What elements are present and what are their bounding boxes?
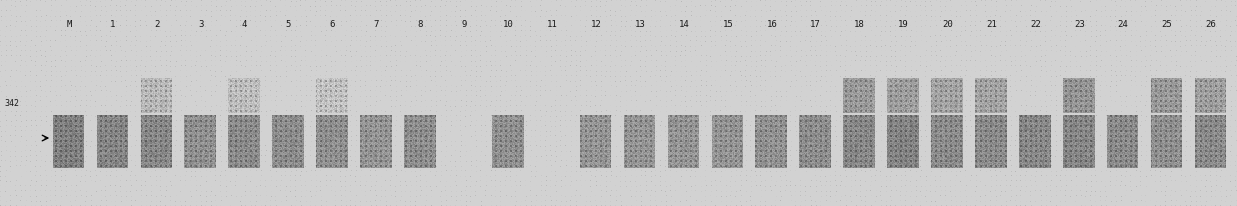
Text: 23: 23 [1074, 20, 1085, 29]
Text: 15: 15 [722, 20, 734, 29]
Text: 20: 20 [943, 20, 952, 29]
Text: 11: 11 [547, 20, 558, 29]
Text: 19: 19 [898, 20, 909, 29]
Text: 12: 12 [591, 20, 601, 29]
Text: 18: 18 [855, 20, 865, 29]
Text: 7: 7 [374, 20, 379, 29]
Text: 6: 6 [330, 20, 335, 29]
Text: 24: 24 [1118, 20, 1128, 29]
Text: 16: 16 [767, 20, 777, 29]
Text: 9: 9 [461, 20, 468, 29]
Text: 4: 4 [242, 20, 247, 29]
Text: 3: 3 [198, 20, 203, 29]
Text: 22: 22 [1030, 20, 1040, 29]
Text: 2: 2 [155, 20, 160, 29]
Text: 1: 1 [110, 20, 115, 29]
Text: 14: 14 [679, 20, 689, 29]
Text: 17: 17 [810, 20, 821, 29]
Text: 13: 13 [635, 20, 646, 29]
Text: 342: 342 [4, 98, 19, 108]
Text: 5: 5 [286, 20, 291, 29]
Text: M: M [67, 20, 72, 29]
Text: 10: 10 [503, 20, 513, 29]
Text: 26: 26 [1206, 20, 1216, 29]
Text: 25: 25 [1162, 20, 1173, 29]
Text: 21: 21 [986, 20, 997, 29]
Text: 8: 8 [418, 20, 423, 29]
